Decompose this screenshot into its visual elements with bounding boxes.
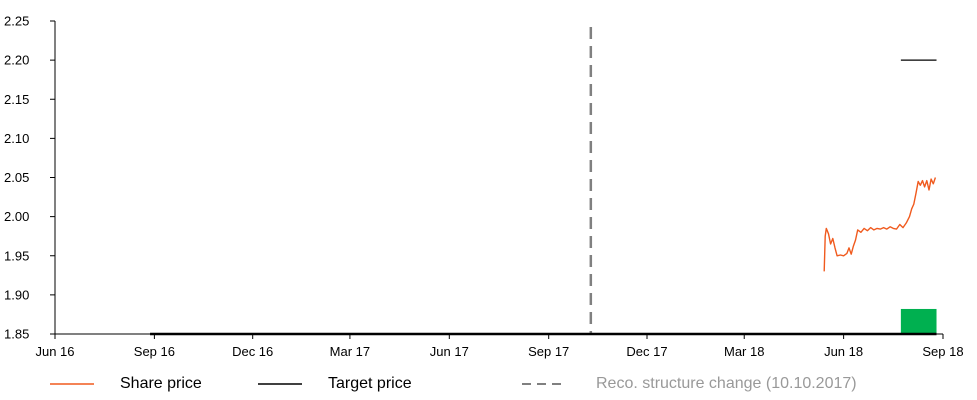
legend-item-share-price: Share price <box>50 372 202 396</box>
y-tick-label: 2.10 <box>4 131 29 146</box>
y-tick-label: 1.95 <box>4 248 29 263</box>
legend-item-reco-change: Reco. structure change (10.10.2017) <box>522 372 857 396</box>
legend-swatch-target-price <box>258 383 302 385</box>
recommendation-band <box>900 308 937 334</box>
x-tick-label: Sep 18 <box>922 344 963 359</box>
legend-item-target-price: Target price <box>258 372 412 396</box>
y-tick-label: 2.00 <box>4 209 29 224</box>
y-tick-label: 2.05 <box>4 170 29 185</box>
x-tick-label: Jun 16 <box>35 344 74 359</box>
legend-swatch-reco-change <box>522 383 566 385</box>
x-tick-label: Mar 17 <box>330 344 370 359</box>
legend-label-reco-change: Reco. structure change (10.10.2017) <box>596 375 857 392</box>
share-price-line <box>823 177 937 272</box>
x-tick-label: Jun 18 <box>824 344 863 359</box>
x-tick-label: Dec 17 <box>626 344 667 359</box>
y-tick-label: 1.85 <box>4 327 29 342</box>
legend-swatch-share-price <box>50 383 94 385</box>
legend-label-target-price: Target price <box>328 375 412 392</box>
y-tick-label: 2.20 <box>4 53 29 68</box>
plot-area <box>150 27 937 336</box>
x-tick-label: Jun 17 <box>430 344 469 359</box>
x-tick-label: Sep 17 <box>528 344 569 359</box>
x-tick-label: Sep 16 <box>134 344 175 359</box>
y-tick-label: 2.15 <box>4 92 29 107</box>
x-tick-label: Dec 16 <box>232 344 273 359</box>
price-chart: 1.85 1.90 1.95 2.00 2.05 2.10 2.15 2.20 2.25 Jun … <box>4 14 964 360</box>
legend-label-share-price: Share price <box>120 375 202 392</box>
x-tick-label: Mar 18 <box>724 344 764 359</box>
y-tick-label: 1.90 <box>4 287 29 302</box>
y-tick-label: 2.25 <box>4 14 29 29</box>
axes: 1.85 1.90 1.95 2.00 2.05 2.10 2.15 2.20 2.25 Jun … <box>4 14 964 360</box>
